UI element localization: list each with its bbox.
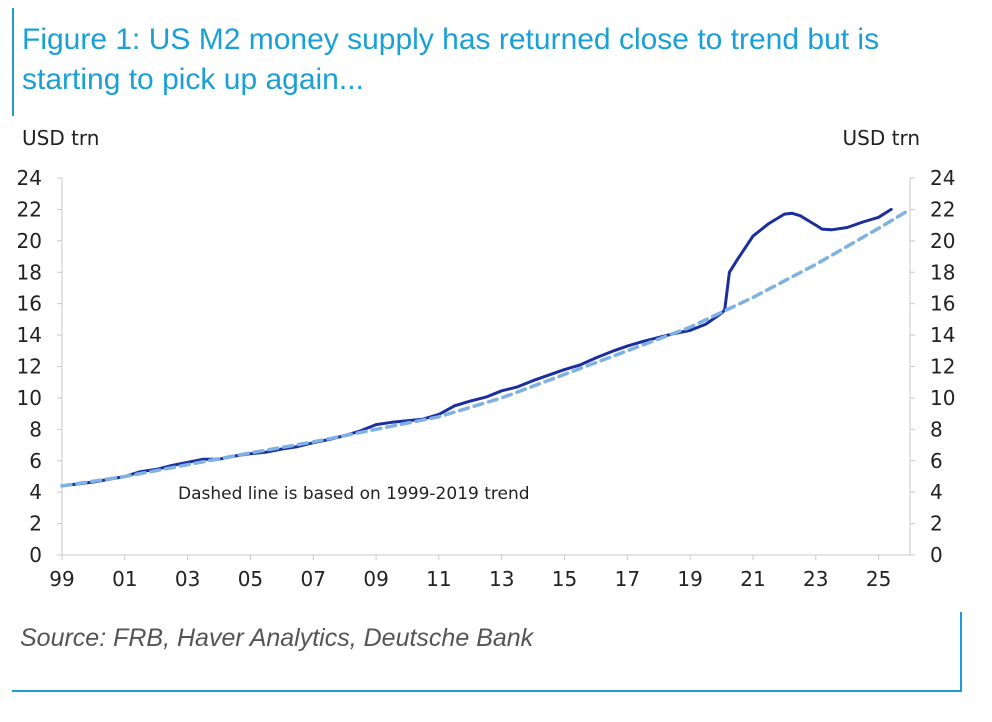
- right-y-tick-label: 0: [930, 543, 943, 567]
- x-tick-label: 17: [615, 567, 640, 591]
- left-y-tick-label: 14: [17, 323, 42, 347]
- left-y-tick-label: 10: [17, 386, 42, 410]
- source-accent-bar: [960, 612, 962, 692]
- right-y-tick-label: 16: [930, 292, 955, 316]
- trend-annotation: Dashed line is based on 1999-2019 trend: [178, 484, 530, 504]
- right-y-tick-label: 8: [930, 417, 943, 441]
- x-tick-label: 99: [49, 567, 74, 591]
- x-tick-label: 23: [803, 567, 828, 591]
- left-y-tick-label: 16: [17, 292, 42, 316]
- left-axis-unit-label: USD trn: [22, 126, 99, 150]
- left-y-tick-label: 2: [29, 512, 42, 536]
- source-note: Source: FRB, Haver Analytics, Deutsche B…: [20, 624, 534, 652]
- right-y-tick-label: 4: [930, 480, 943, 504]
- right-axis-unit-label: USD trn: [843, 126, 920, 150]
- left-y-tick-label: 18: [17, 260, 42, 284]
- bottom-rule: [12, 690, 962, 692]
- left-y-tick-label: 4: [29, 480, 42, 504]
- x-tick-label: 01: [112, 567, 137, 591]
- trend-line-series: [60, 207, 912, 488]
- right-y-tick-label: 22: [930, 197, 955, 221]
- left-y-tick-label: 0: [29, 543, 42, 567]
- left-y-tick-label: 24: [17, 166, 42, 190]
- right-y-tick-label: 24: [930, 166, 955, 190]
- title-accent-bar: [12, 8, 14, 116]
- left-y-tick-label: 22: [17, 197, 42, 221]
- x-tick-label: 19: [677, 567, 702, 591]
- left-y-tick-label: 8: [29, 417, 42, 441]
- right-y-tick-label: 12: [930, 355, 955, 379]
- right-y-tick-label: 20: [930, 229, 955, 253]
- right-y-tick-label: 18: [930, 260, 955, 284]
- x-tick-label: 07: [301, 567, 326, 591]
- x-tick-label: 11: [426, 567, 451, 591]
- x-tick-label: 13: [489, 567, 514, 591]
- right-y-tick-label: 14: [930, 323, 955, 347]
- m2-actual-line-series: [60, 207, 893, 488]
- x-tick-label: 09: [363, 567, 388, 591]
- x-tick-label: 25: [866, 567, 891, 591]
- right-y-tick-label: 2: [930, 512, 943, 536]
- chart-series: [60, 207, 912, 488]
- x-tick-label: 03: [175, 567, 200, 591]
- left-y-tick-label: 20: [17, 229, 42, 253]
- figure-title: Figure 1: US M2 money supply has returne…: [22, 23, 880, 96]
- right-y-tick-label: 10: [930, 386, 955, 410]
- left-y-tick-label: 12: [17, 355, 42, 379]
- right-y-tick-label: 6: [930, 449, 943, 473]
- x-tick-label: 05: [238, 567, 263, 591]
- x-tick-label: 15: [552, 567, 577, 591]
- x-tick-label: 21: [740, 567, 765, 591]
- left-y-tick-label: 6: [29, 449, 42, 473]
